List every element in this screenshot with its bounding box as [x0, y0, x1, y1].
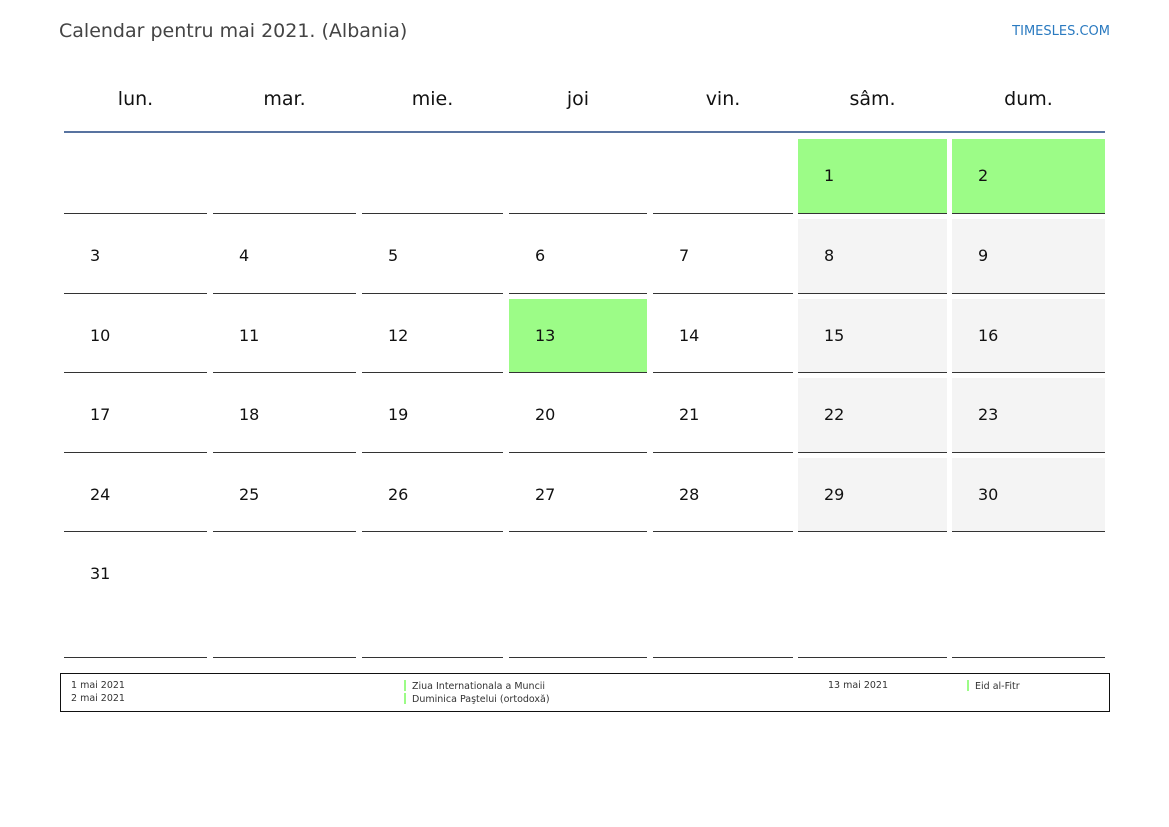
- empty-cell: [362, 139, 503, 214]
- day-number: 10: [90, 326, 111, 345]
- empty-cell: [653, 139, 793, 214]
- empty-cell: [653, 537, 793, 658]
- empty-cell: [798, 537, 947, 658]
- day-cell[interactable]: 17: [64, 378, 207, 453]
- day-cell[interactable]: 8: [798, 219, 947, 294]
- holiday-legend: 1 mai 2021 2 mai 2021 Ziua International…: [60, 673, 1110, 712]
- day-cell[interactable]: 31: [64, 537, 207, 658]
- day-number: 4: [239, 246, 250, 265]
- day-number: 24: [90, 485, 111, 504]
- day-number: 17: [90, 405, 111, 424]
- day-number: 19: [388, 405, 409, 424]
- day-number: 25: [239, 485, 260, 504]
- legend-date: 2 mai 2021: [71, 693, 125, 704]
- day-cell[interactable]: 14: [653, 299, 793, 373]
- brand-link[interactable]: TIMESLES.COM: [1012, 24, 1110, 39]
- legend-holiday: Eid al-Fitr: [967, 680, 1020, 692]
- weekday-header: sâm.: [849, 88, 896, 110]
- day-number: 8: [824, 246, 835, 265]
- empty-cell: [213, 537, 356, 658]
- day-cell[interactable]: 26: [362, 458, 503, 532]
- day-cell[interactable]: 12: [362, 299, 503, 373]
- day-number: 30: [978, 485, 999, 504]
- day-number: 27: [535, 485, 556, 504]
- day-cell[interactable]: 11: [213, 299, 356, 373]
- legend-holiday: Duminica Paştelui (ortodoxă): [404, 693, 550, 705]
- weekday-header: vin.: [705, 88, 741, 110]
- day-number: 16: [978, 326, 999, 345]
- day-cell[interactable]: 10: [64, 299, 207, 373]
- day-number: 18: [239, 405, 260, 424]
- page-title: Calendar pentru mai 2021. (Albania): [59, 20, 408, 42]
- day-cell[interactable]: 25: [213, 458, 356, 532]
- day-cell[interactable]: 16: [952, 299, 1105, 373]
- day-cell[interactable]: 3: [64, 219, 207, 294]
- day-cell[interactable]: 5: [362, 219, 503, 294]
- weekday-header: mie.: [411, 88, 454, 110]
- day-cell[interactable]: 18: [213, 378, 356, 453]
- day-number: 28: [679, 485, 700, 504]
- weekday-header: joi: [566, 88, 590, 110]
- day-cell[interactable]: 29: [798, 458, 947, 532]
- day-cell[interactable]: 7: [653, 219, 793, 294]
- day-number: 11: [239, 326, 260, 345]
- day-number: 21: [679, 405, 700, 424]
- day-cell[interactable]: 6: [509, 219, 647, 294]
- empty-cell: [64, 139, 207, 214]
- weekday-header: lun.: [117, 88, 154, 110]
- empty-cell: [509, 139, 647, 214]
- day-cell[interactable]: 24: [64, 458, 207, 532]
- legend-date: 1 mai 2021: [71, 680, 125, 691]
- day-number: 2: [978, 166, 989, 185]
- day-number: 29: [824, 485, 845, 504]
- holiday-color-marker: [404, 693, 406, 704]
- legend-holiday: Ziua Internationala a Muncii: [404, 680, 545, 692]
- day-cell[interactable]: 19: [362, 378, 503, 453]
- day-number: 22: [824, 405, 845, 424]
- day-number: 5: [388, 246, 399, 265]
- day-number: 13: [535, 326, 556, 345]
- day-number: 3: [90, 246, 101, 265]
- day-number: 1: [824, 166, 835, 185]
- day-number: 31: [90, 564, 111, 583]
- day-number: 20: [535, 405, 556, 424]
- day-cell[interactable]: 22: [798, 378, 947, 453]
- day-number: 26: [388, 485, 409, 504]
- holiday-color-marker: [967, 680, 969, 691]
- empty-cell: [509, 537, 647, 658]
- day-number: 6: [535, 246, 546, 265]
- day-number: 15: [824, 326, 845, 345]
- day-cell[interactable]: 21: [653, 378, 793, 453]
- day-number: 14: [679, 326, 700, 345]
- day-cell[interactable]: 28: [653, 458, 793, 532]
- empty-cell: [952, 537, 1105, 658]
- day-number: 23: [978, 405, 999, 424]
- weekday-header: dum.: [1004, 88, 1053, 110]
- day-cell[interactable]: 20: [509, 378, 647, 453]
- day-number: 12: [388, 326, 409, 345]
- day-cell[interactable]: 9: [952, 219, 1105, 294]
- empty-cell: [213, 139, 356, 214]
- legend-date: 13 mai 2021: [828, 680, 889, 691]
- day-number: 9: [978, 246, 989, 265]
- day-cell[interactable]: 23: [952, 378, 1105, 453]
- holiday-color-marker: [404, 680, 406, 691]
- empty-cell: [362, 537, 503, 658]
- day-cell[interactable]: 2: [952, 139, 1105, 214]
- day-cell[interactable]: 1: [798, 139, 947, 214]
- day-cell[interactable]: 4: [213, 219, 356, 294]
- day-cell[interactable]: 27: [509, 458, 647, 532]
- day-cell[interactable]: 30: [952, 458, 1105, 532]
- day-cell[interactable]: 13: [509, 299, 647, 373]
- day-number: 7: [679, 246, 690, 265]
- weekday-header: mar.: [263, 88, 306, 110]
- day-cell[interactable]: 15: [798, 299, 947, 373]
- header-divider: [64, 131, 1105, 133]
